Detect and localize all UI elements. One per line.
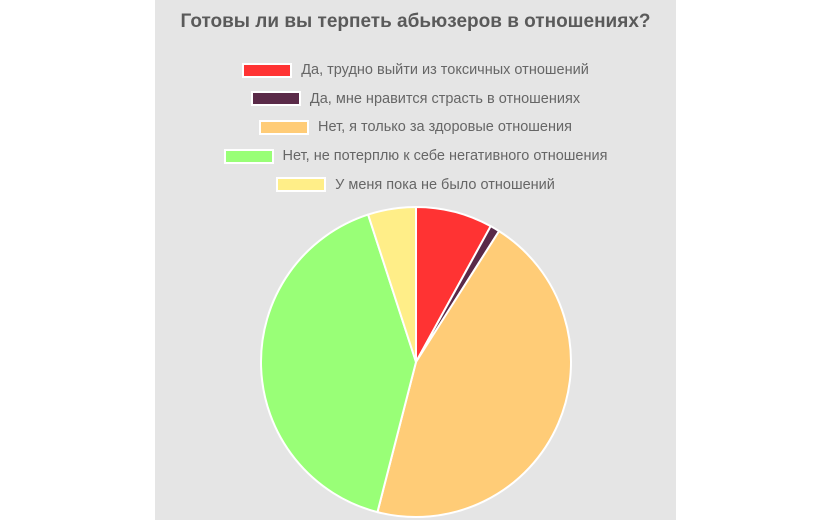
legend-item[interactable]: Нет, я только за здоровые отношения xyxy=(155,117,676,137)
pie-slice[interactable] xyxy=(367,206,417,363)
legend-label: У меня пока не было отношений xyxy=(335,176,555,193)
pie-slice[interactable] xyxy=(260,213,417,514)
chart-title: Готовы ли вы терпеть абьюзеров в отношен… xyxy=(180,11,651,32)
legend-swatch xyxy=(223,148,274,164)
legend-label: Нет, я только за здоровые отношения xyxy=(318,119,572,136)
legend-label: Да, мне нравится страсть в отношениях xyxy=(309,90,581,107)
pie-slice[interactable] xyxy=(376,230,572,518)
legend-label: Да, трудно выйти из токсичных отношений xyxy=(301,62,589,78)
legend-swatch xyxy=(242,62,293,78)
legend-item[interactable]: Нет, не потерплю к себе негативного отно… xyxy=(155,146,676,166)
legend-swatch xyxy=(276,177,327,193)
legend-item[interactable]: У меня пока не было отношений xyxy=(155,175,676,195)
pie-chart xyxy=(260,206,572,518)
legend-item[interactable]: Да, мне нравится страсть в отношениях xyxy=(155,89,676,109)
legend-swatch xyxy=(250,91,301,107)
chart-panel: Готовы ли вы терпеть абьюзеров в отношен… xyxy=(155,0,676,520)
chart-legend: Да, трудно выйти из токсичных отношений … xyxy=(155,60,676,203)
legend-label: Нет, не потерплю к себе негативного отно… xyxy=(282,148,608,165)
legend-item[interactable]: Да, трудно выйти из токсичных отношений xyxy=(155,60,676,80)
legend-swatch xyxy=(259,119,310,135)
